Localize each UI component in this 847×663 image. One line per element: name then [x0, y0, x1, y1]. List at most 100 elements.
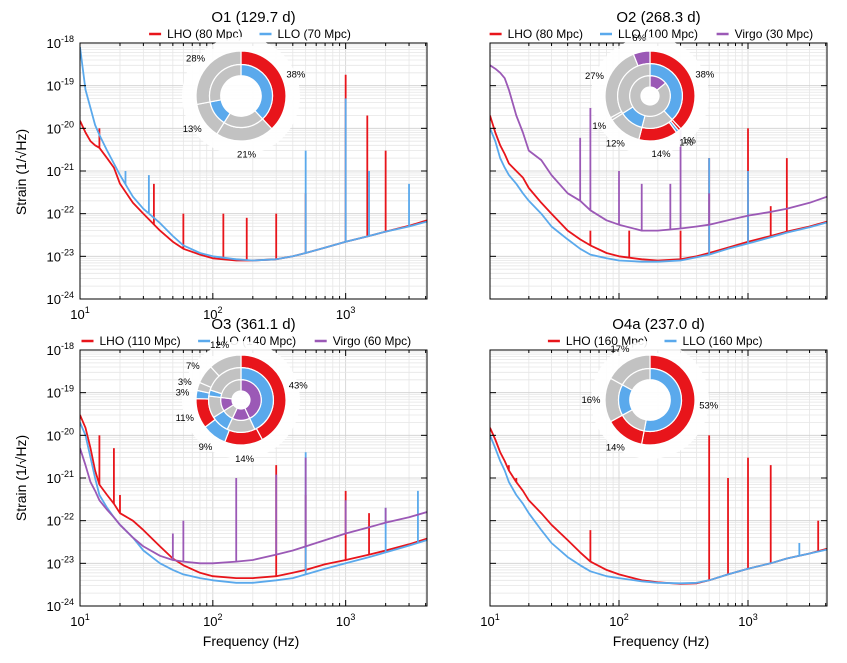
panel-1: 101 102 10310-2410-2310-2210-2110-2010-191…	[47, 9, 428, 322]
duty-cycle-chart: 43% 14% 9% 11% 3%3% 7% 12%	[176, 340, 309, 465]
duty-cycle-chart: 38% 21% 13% 28%	[182, 37, 306, 161]
duty-cycle-label: 43%	[289, 381, 309, 392]
ticks	[79, 349, 427, 607]
y-tick-label: 10-20	[47, 119, 74, 136]
y-tick-label: 10-19	[47, 384, 74, 401]
legend-label-llo: LLO (100 Mpc)	[618, 27, 698, 41]
series-line-virgo	[80, 447, 427, 565]
duty-cycle-label: 17%	[610, 344, 630, 355]
duty-cycle-slice-inner	[643, 367, 683, 433]
series-line-lho	[490, 115, 827, 262]
y-tick-label: 10-24	[47, 597, 74, 614]
x-tick-label-base: 10	[203, 307, 217, 322]
panels: 101 102 10310-2410-2310-2210-2110-2010-191…	[47, 9, 828, 629]
duty-cycle-label: 11%	[176, 413, 195, 424]
y-axis-label-bottom: Strain (1/√Hz)	[13, 435, 29, 521]
y-tick-label-exponent: -23	[61, 554, 74, 564]
y-tick-label-exponent: -23	[61, 247, 74, 257]
y-tick-label: 10-23	[47, 554, 74, 571]
duty-cycle-label: 21%	[237, 150, 257, 161]
legend-label-lho: LHO (160 Mpc)	[566, 334, 648, 348]
x-tick-label-base: 10	[480, 614, 494, 629]
duty-cycle-label: 1%	[592, 121, 606, 132]
y-tick-label: 10-24	[47, 290, 74, 307]
y-tick-label-base: 10	[47, 514, 61, 529]
duty-cycle-slice-inner	[208, 63, 242, 103]
legend-label-lho: LHO (110 Mpc)	[100, 334, 181, 348]
y-tick-label-exponent: -21	[61, 162, 74, 172]
duty-cycle-label: 3%	[178, 377, 192, 388]
x-tick-label-exponent: 3	[350, 305, 355, 315]
legend-label-virgo: Virgo (60 Mpc)	[333, 334, 411, 348]
y-tick-label-base: 10	[47, 36, 61, 51]
x-tick-label: 102	[203, 612, 222, 629]
legend-label-lho: LHO (80 Mpc)	[508, 27, 583, 41]
duty-cycle-label: 1%	[682, 135, 696, 146]
x-tick-label: 101	[480, 612, 499, 629]
x-tick-label: 102	[609, 612, 628, 629]
series-group	[80, 46, 427, 262]
duty-cycle-label: 28%	[186, 53, 206, 64]
y-tick-label: 10-20	[47, 426, 74, 443]
x-tick-label: 102	[203, 305, 222, 322]
duty-cycle-label: 53%	[699, 401, 719, 412]
duty-cycle-label: 1%	[679, 138, 693, 149]
x-tick-label: 101	[70, 305, 89, 322]
duty-cycle-slice-inner	[240, 379, 262, 420]
x-tick-label-base: 10	[203, 614, 217, 629]
legend-label-virgo: Virgo (30 Mpc)	[735, 27, 813, 41]
panel-title: O2 (268.3 d)	[616, 9, 700, 26]
duty-cycle-label: 7%	[186, 361, 200, 372]
duty-cycle-label: 14%	[652, 149, 672, 160]
x-axis-label-right: Frequency (Hz)	[613, 633, 709, 649]
y-tick-label-exponent: -19	[61, 384, 74, 394]
y-tick-label-base: 10	[47, 386, 61, 401]
x-tick-label-base: 10	[609, 614, 623, 629]
x-axis-label-left: Frequency (Hz)	[203, 633, 299, 649]
y-tick-label: 10-18	[47, 34, 74, 51]
y-tick-label-base: 10	[47, 292, 61, 307]
duty-cycle-slice-inner	[220, 379, 242, 400]
legend-label-llo: LLO (70 Mpc)	[278, 27, 351, 41]
duty-cycle-label: 16%	[581, 395, 601, 406]
legend: LHO (80 Mpc) LLO (70 Mpc)	[149, 27, 351, 41]
ticks	[79, 42, 427, 300]
legend: LHO (110 Mpc) LLO (140 Mpc) Virgo (60 Mpc)	[81, 334, 411, 348]
x-tick-label-exponent: 1	[495, 612, 500, 622]
y-tick-label-exponent: -22	[61, 512, 74, 522]
y-tick-label-exponent: -24	[61, 290, 74, 300]
series-line-virgo	[490, 64, 827, 232]
series-line-llo	[80, 46, 427, 262]
series-line-lho	[80, 414, 427, 579]
x-tick-label-base: 10	[70, 307, 84, 322]
y-tick-label: 10-19	[47, 77, 74, 94]
x-tick-label-base: 10	[336, 614, 350, 629]
duty-cycle-label: 38%	[286, 69, 306, 80]
duty-cycle-label: 3%	[176, 388, 190, 399]
duty-cycle-label: 12%	[210, 340, 230, 351]
duty-cycle-chart: 38%1%1%14%12%1%27%6%	[585, 33, 715, 160]
y-tick-label-exponent: -18	[61, 341, 74, 351]
y-tick-label: 10-22	[47, 205, 74, 222]
y-tick-label-exponent: -24	[61, 597, 74, 607]
legend-label-llo: LLO (160 Mpc)	[683, 334, 763, 348]
x-tick-label: 103	[336, 305, 355, 322]
y-tick-label-base: 10	[47, 428, 61, 443]
y-tick-label: 10-21	[47, 469, 74, 486]
y-tick-label-exponent: -19	[61, 77, 74, 87]
y-tick-label-base: 10	[47, 79, 61, 94]
y-tick-label: 10-23	[47, 247, 74, 264]
y-tick-label-exponent: -22	[61, 205, 74, 215]
x-tick-label-exponent: 2	[218, 612, 223, 622]
series-group	[80, 414, 427, 584]
y-tick-label-base: 10	[47, 343, 61, 358]
legend: LHO (160 Mpc) LLO (160 Mpc)	[547, 334, 763, 348]
ticks	[489, 42, 827, 300]
y-tick-label-base: 10	[47, 164, 61, 179]
duty-cycle-chart: 53% 14% 16% 17%	[581, 341, 719, 459]
duty-cycle-label: 38%	[695, 69, 715, 80]
x-tick-label-exponent: 3	[350, 612, 355, 622]
series-line-llo	[80, 422, 427, 584]
y-tick-label-base: 10	[47, 249, 61, 264]
